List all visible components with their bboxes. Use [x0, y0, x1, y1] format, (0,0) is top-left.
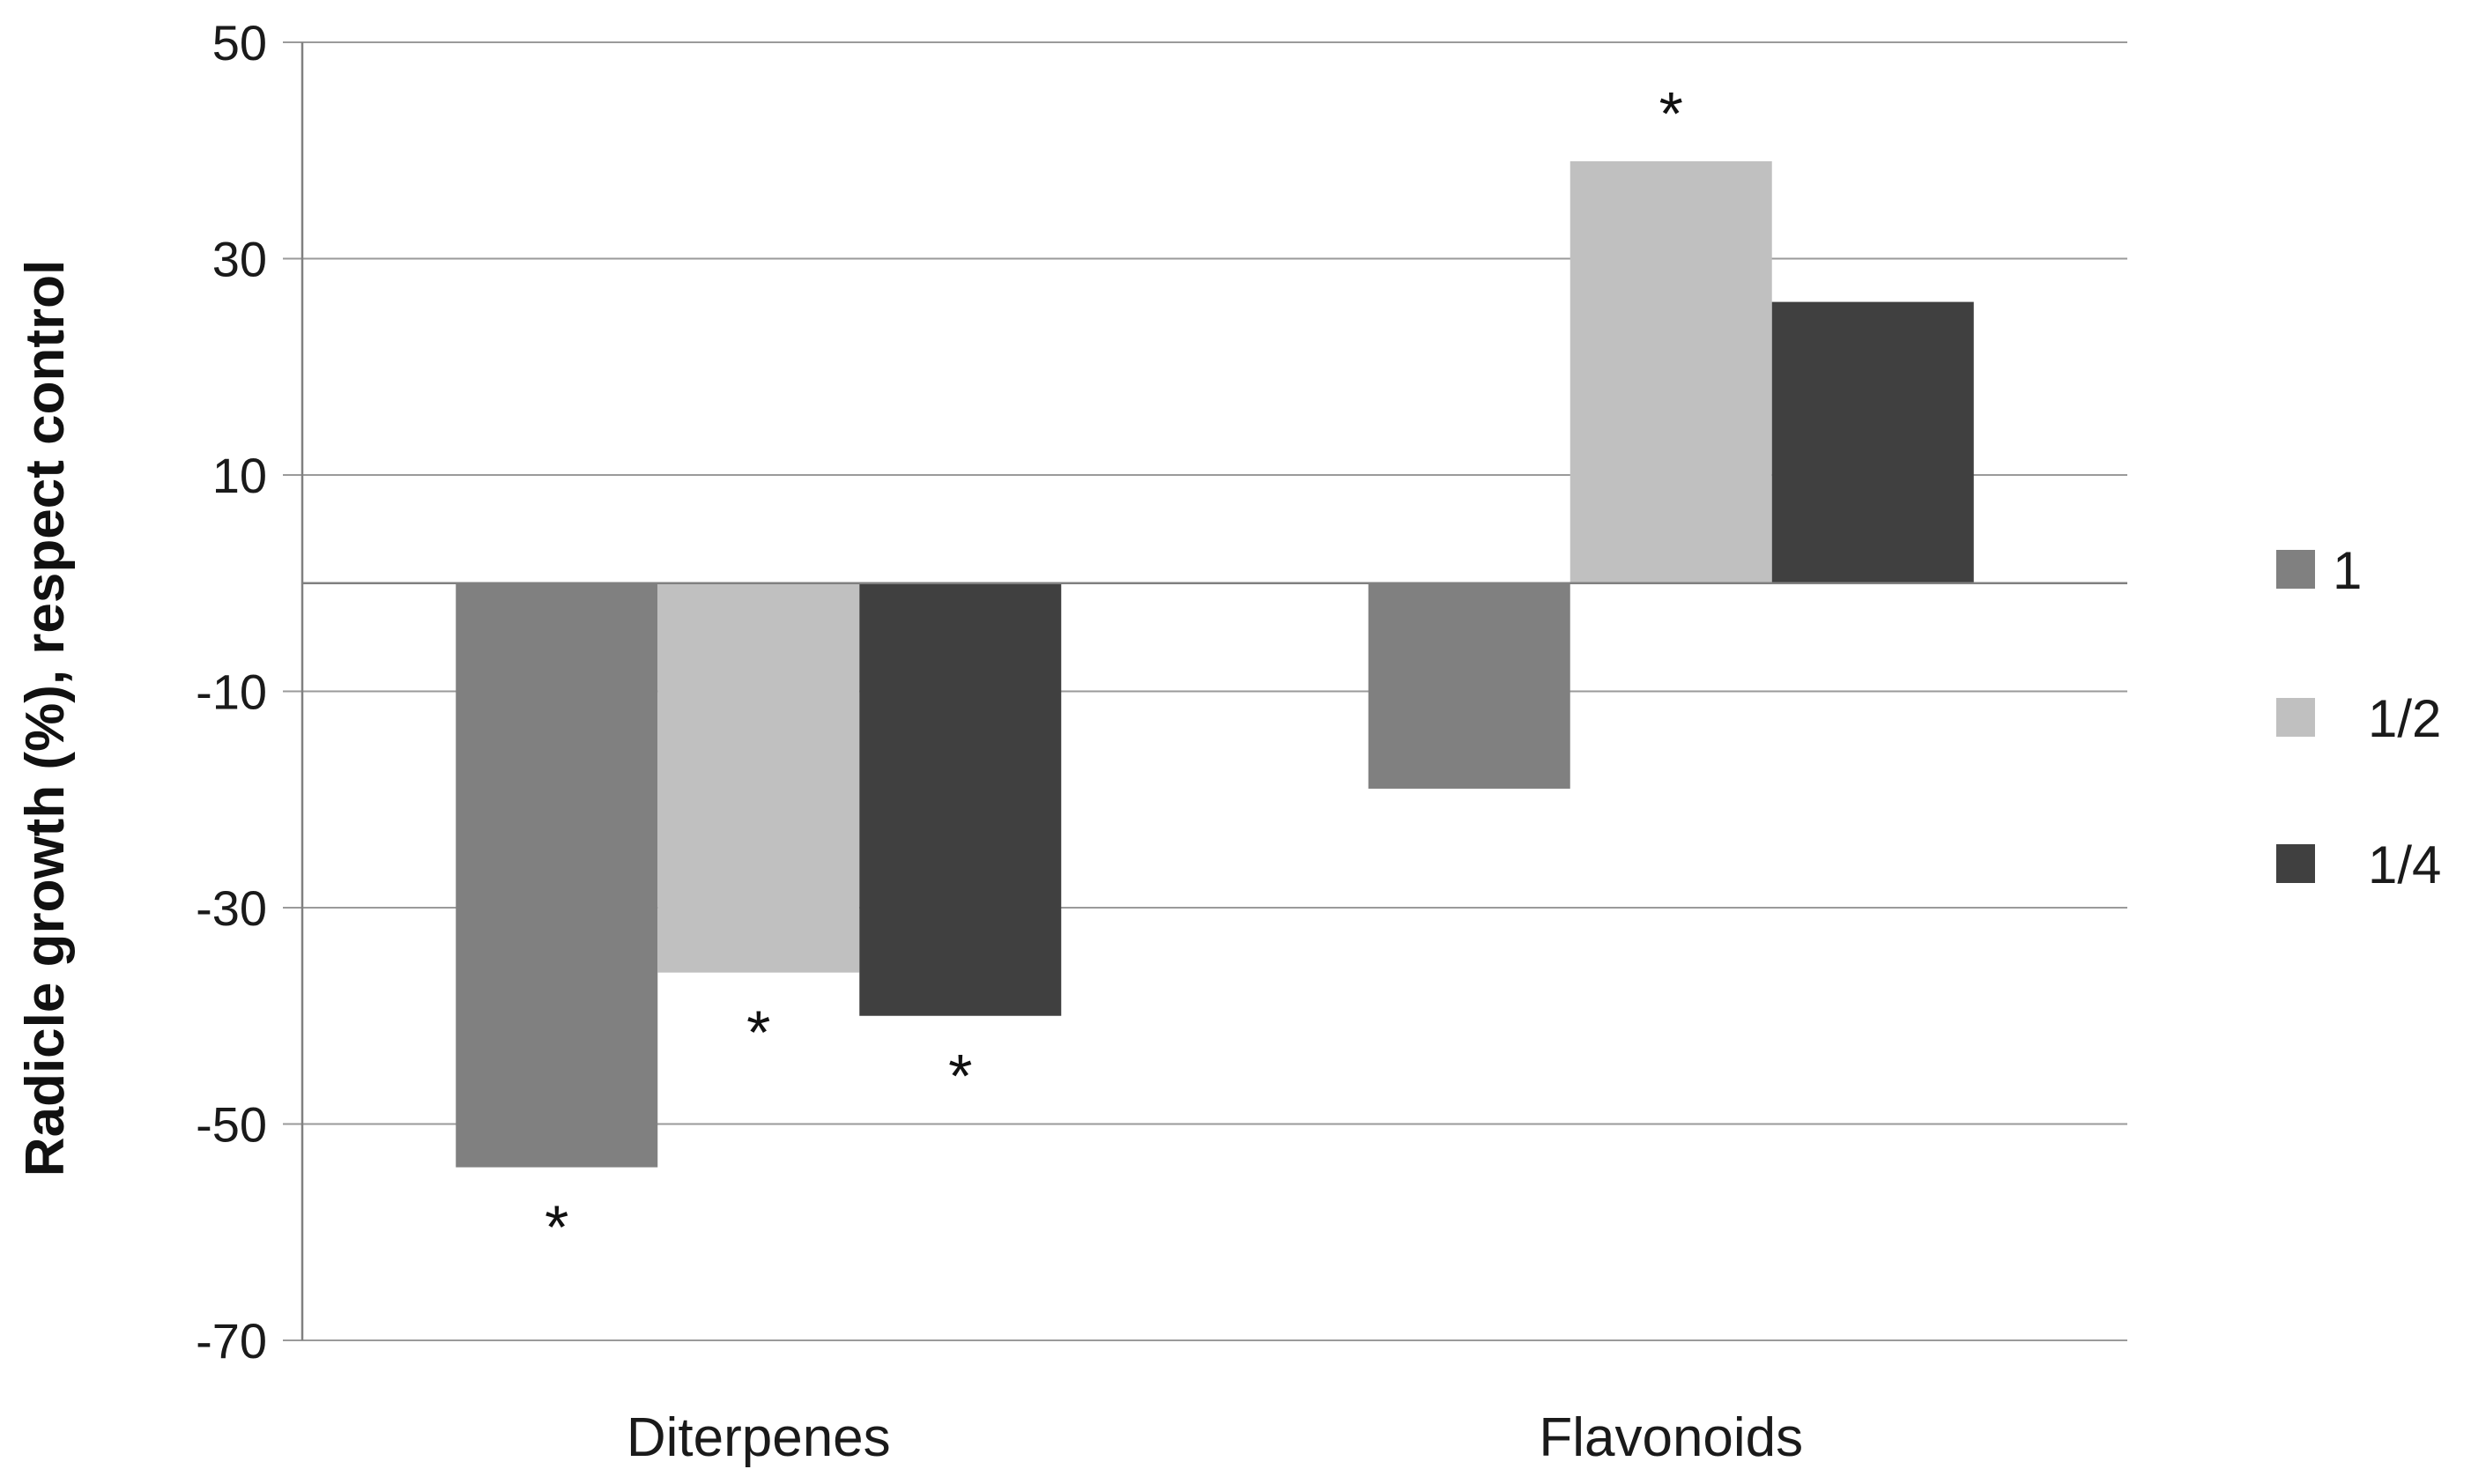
significance-marker: * [1659, 79, 1683, 148]
legend-swatch-1-4 [2276, 844, 2315, 883]
legend: 1 1/2 1/4 [2276, 541, 2441, 894]
legend-label: 1/4 [2368, 835, 2441, 894]
bar-flavonoids-1 [1368, 582, 1570, 789]
x-category-label: Flavonoids [1539, 1407, 1803, 1468]
significance-marker: * [948, 1042, 972, 1110]
bar-flavonoids-1-2 [1569, 161, 1772, 583]
y-tick-label: 30 [212, 232, 267, 287]
y-tick-label: -30 [196, 880, 267, 936]
y-tick-label: 50 [212, 15, 267, 70]
y-tick-label: -70 [196, 1313, 267, 1369]
legend-label: 1/2 [2368, 689, 2441, 748]
y-axis-title: Radicle growth (%), respect control [15, 260, 76, 1176]
significance-marker: * [545, 1193, 568, 1262]
significance-marker: * [746, 998, 770, 1067]
bar-flavonoids-1-4 [1771, 301, 1974, 583]
y-tick-label: -50 [196, 1097, 267, 1153]
bar-diterpenes-1 [456, 582, 658, 1168]
y-tick-label: -10 [196, 664, 267, 720]
legend-label: 1 [2333, 541, 2362, 600]
legend-swatch-1 [2276, 550, 2315, 589]
legend-swatch-1-2 [2276, 698, 2315, 737]
axes [301, 42, 2127, 1340]
x-category-label: Diterpenes [627, 1407, 891, 1468]
bar-diterpenes-1-2 [657, 582, 860, 973]
bars [456, 161, 1974, 1168]
labels: 50 30 10 -10 -30 -50 -70 * * * Diterpenes * Flavonoi… [196, 15, 1803, 1468]
bar-diterpenes-1-4 [859, 582, 1062, 1016]
y-tick-label: 10 [212, 448, 267, 503]
